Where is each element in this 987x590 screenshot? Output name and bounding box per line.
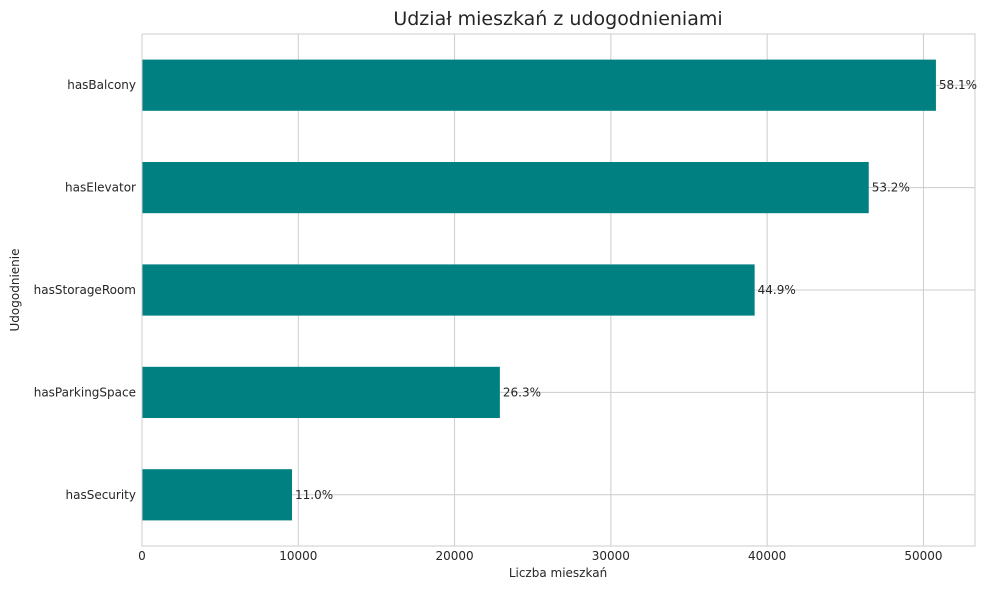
data-labels: 58.1% 53.2% 44.9% 26.3% 11.0% — [295, 78, 977, 502]
y-tick-label: hasSecurity — [66, 488, 137, 502]
y-tick-label: hasParkingSpace — [34, 385, 136, 399]
bar-hasElevator — [142, 162, 869, 214]
x-tick-label: 0 — [138, 549, 146, 563]
bar-data-label: 58.1% — [939, 78, 977, 92]
x-axis-label: Liczba mieszkań — [509, 566, 607, 580]
bar-data-label: 53.2% — [872, 181, 910, 195]
plot-frame — [141, 33, 976, 547]
chart-title: Udział mieszkań z udogodnieniami — [393, 8, 722, 30]
bar-hasSecurity — [142, 469, 293, 521]
x-tick-label: 20000 — [435, 549, 473, 563]
bars — [142, 59, 936, 521]
x-tick-label: 50000 — [904, 549, 942, 563]
x-tick-label: 10000 — [279, 549, 317, 563]
x-axis-ticks: 0 10000 20000 30000 40000 50000 — [138, 549, 942, 563]
y-tick-label: hasStorageRoom — [34, 283, 136, 297]
bar-data-label: 26.3% — [503, 385, 541, 399]
y-axis-ticks: hasBalcony hasElevator hasStorageRoom hasPa… — [34, 78, 136, 502]
x-tick-label: 40000 — [748, 549, 786, 563]
bar-data-label: 11.0% — [295, 488, 333, 502]
y-axis-label: Udogodnienie — [8, 249, 22, 332]
y-tick-label: hasBalcony — [67, 78, 136, 92]
x-tick-label: 30000 — [592, 549, 630, 563]
bar-data-label: 44.9% — [758, 283, 796, 297]
y-tick-label: hasElevator — [65, 181, 136, 195]
bar-hasParkingSpace — [142, 366, 500, 418]
bar-hasStorageRoom — [142, 264, 755, 316]
bar-hasBalcony — [142, 59, 936, 111]
